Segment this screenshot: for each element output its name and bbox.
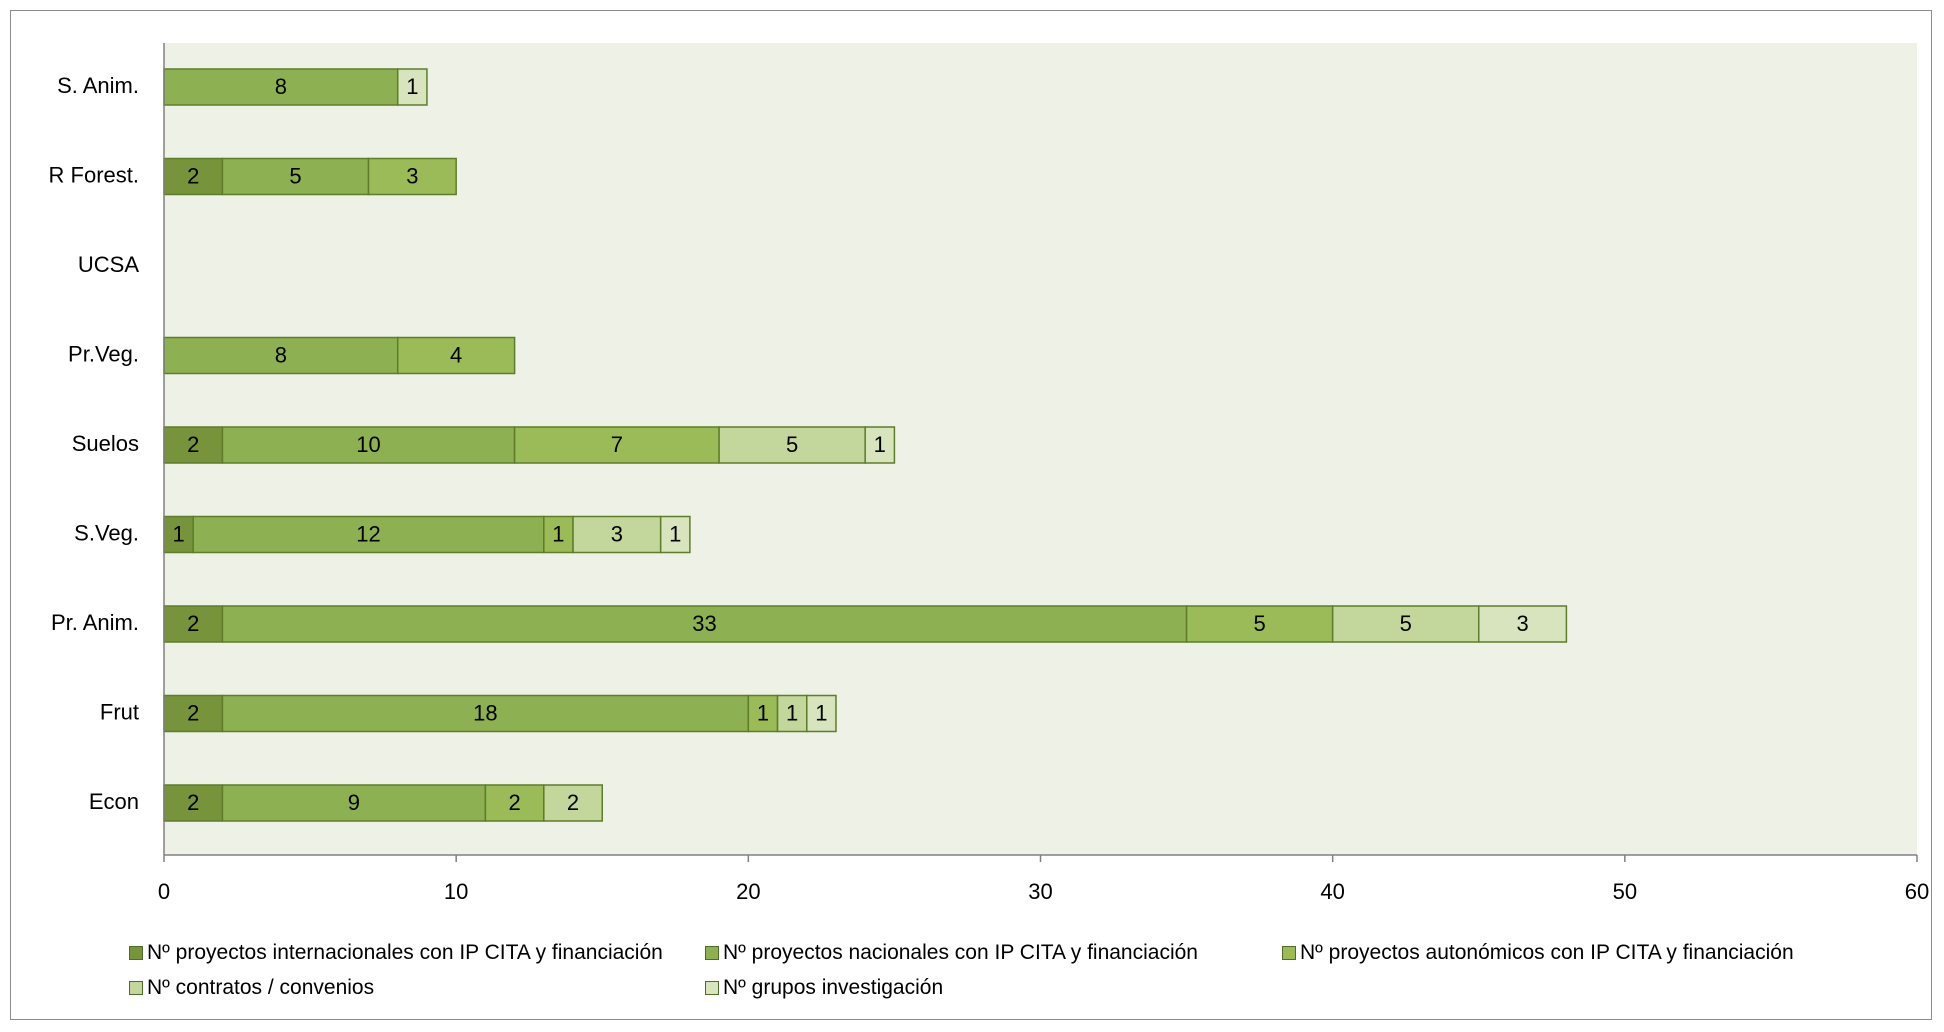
category-label-suelos: Suelos bbox=[72, 431, 139, 456]
bar-econ-s0 bbox=[163, 784, 224, 822]
data-label-s-veg-s0: 1 bbox=[172, 521, 184, 546]
bar-suelos-s3 bbox=[718, 426, 866, 464]
data-label-s-anim-s4: 1 bbox=[406, 74, 418, 99]
data-label-pr-veg-s1: 8 bbox=[275, 342, 287, 367]
data-label-frut-s3: 1 bbox=[786, 700, 798, 725]
data-label-pr-veg-s2: 4 bbox=[450, 342, 462, 367]
x-tick-label-3: 30 bbox=[1028, 879, 1052, 904]
bar-frut-s3 bbox=[776, 694, 808, 733]
legend-label-internacionales: Nº proyectos internacionales con IP CITA… bbox=[147, 941, 663, 964]
legend-item-contratos: Nº contratos / convenios bbox=[129, 976, 374, 1000]
bar-s-veg-s3 bbox=[572, 515, 662, 554]
bar-pr-veg-s2 bbox=[396, 336, 516, 375]
bar-frut-s4 bbox=[806, 694, 837, 733]
bar-s-veg-s2 bbox=[543, 515, 574, 554]
data-label-frut-s0: 2 bbox=[187, 700, 199, 725]
category-label-econ: Econ bbox=[89, 789, 139, 814]
legend-item-grupos: Nº grupos investigación bbox=[705, 976, 943, 1000]
bar-econ-s1 bbox=[221, 784, 487, 822]
data-label-pr-anim-s1: 33 bbox=[692, 611, 716, 636]
data-label-r-forest-s0: 2 bbox=[187, 163, 199, 188]
bar-s-anim-s1 bbox=[163, 68, 399, 106]
data-label-s-veg-s2: 1 bbox=[552, 521, 564, 546]
legend-item-internacionales: Nº proyectos internacionales con IP CITA… bbox=[129, 941, 663, 965]
x-tick-label-0: 0 bbox=[158, 879, 170, 904]
bar-pr-anim-s3 bbox=[1331, 605, 1480, 643]
bar-suelos-s4 bbox=[864, 426, 896, 464]
data-label-pr-anim-s0: 2 bbox=[187, 611, 199, 636]
chart-frame: 8 1 2 5 3 8 4 2 10 7 5 1 1 12 1 3 1 2 33 5 5 3 2 18 1 1 1 2 9 2 2 S. A… bbox=[10, 10, 1932, 1020]
data-label-suelos-s3: 5 bbox=[786, 432, 798, 457]
data-label-s-veg-s4: 1 bbox=[669, 521, 681, 546]
legend-swatch-nacionales bbox=[705, 946, 719, 960]
x-tick-label-6: 60 bbox=[1905, 879, 1929, 904]
data-label-s-veg-s3: 3 bbox=[611, 521, 623, 546]
bar-s-anim-s4 bbox=[396, 68, 428, 106]
x-tick-label-4: 40 bbox=[1320, 879, 1344, 904]
bar-econ-s3 bbox=[543, 784, 603, 822]
data-label-pr-anim-s3: 5 bbox=[1400, 611, 1412, 636]
data-label-econ-s2: 2 bbox=[508, 790, 520, 815]
data-label-suelos-s0: 2 bbox=[187, 432, 199, 457]
bar-suelos-s0 bbox=[163, 426, 224, 464]
bar-suelos-s2 bbox=[513, 426, 720, 464]
bar-suelos-s1 bbox=[221, 426, 516, 464]
data-label-frut-s2: 1 bbox=[757, 700, 769, 725]
data-label-econ-s3: 2 bbox=[567, 790, 579, 815]
bar-r-forest-s2 bbox=[367, 157, 457, 196]
legend-swatch-internacionales bbox=[129, 946, 143, 960]
category-label-pr-anim: Pr. Anim. bbox=[51, 610, 139, 635]
legend-swatch-grupos bbox=[705, 981, 719, 995]
bars-layer: 8 12 5 38 42 10 7 5 11 12 1 3 12 33 5 5 32 18 1 1 12 9 2 2 bbox=[163, 68, 1568, 822]
legend-item-nacionales: Nº proyectos nacionales con IP CITA y fi… bbox=[705, 941, 1198, 965]
x-tick-label-2: 20 bbox=[736, 879, 760, 904]
data-label-pr-anim-s4: 3 bbox=[1516, 611, 1528, 636]
bar-s-veg-s1 bbox=[192, 515, 545, 554]
data-label-frut-s1: 18 bbox=[473, 700, 497, 725]
bar-frut-s2 bbox=[747, 694, 779, 733]
data-label-s-anim-s1: 8 bbox=[275, 74, 287, 99]
x-tick-label-1: 10 bbox=[444, 879, 468, 904]
legend-label-contratos: Nº contratos / convenios bbox=[147, 976, 375, 999]
bar-s-veg-s4 bbox=[659, 515, 691, 554]
category-label-frut: Frut bbox=[100, 699, 139, 724]
data-label-frut-s4: 1 bbox=[815, 700, 827, 725]
bar-pr-anim-s4 bbox=[1478, 605, 1568, 643]
data-label-suelos-s4: 1 bbox=[874, 432, 886, 457]
data-label-econ-s1: 9 bbox=[348, 790, 360, 815]
legend-label-nacionales: Nº proyectos nacionales con IP CITA y fi… bbox=[723, 941, 1198, 964]
data-label-suelos-s1: 10 bbox=[356, 432, 380, 457]
bar-pr-anim-s1 bbox=[221, 605, 1188, 643]
legend-swatch-autonomicos bbox=[1282, 946, 1296, 960]
category-label-r-forest: R Forest. bbox=[49, 162, 139, 187]
category-label-s-veg: S.Veg. bbox=[74, 520, 139, 545]
stacked-bar-chart: 8 12 5 38 42 10 7 5 11 12 1 3 12 33 5 5 32 18 1 1 12 9 2 2 S. A… bbox=[49, 43, 1929, 904]
category-label-ucsa: UCSA bbox=[78, 252, 139, 277]
category-label-s-anim: S. Anim. bbox=[57, 73, 139, 98]
data-label-econ-s0: 2 bbox=[187, 790, 199, 815]
bar-pr-anim-s2 bbox=[1185, 605, 1334, 643]
legend-swatch-contratos bbox=[129, 981, 143, 995]
legend-item-autonomicos: Nº proyectos autonómicos con IP CITA y f… bbox=[1282, 941, 1794, 965]
data-label-r-forest-s1: 5 bbox=[289, 163, 301, 188]
data-label-s-veg-s1: 12 bbox=[356, 521, 380, 546]
legend-label-grupos: Nº grupos investigación bbox=[723, 976, 944, 999]
axis-layer: S. Anim. R Forest. UCSA Pr.Veg. Suelos S.Veg.… bbox=[49, 43, 1929, 904]
data-label-pr-anim-s2: 5 bbox=[1254, 611, 1266, 636]
bar-s-veg-s0 bbox=[163, 515, 194, 554]
category-label-pr-veg: Pr.Veg. bbox=[68, 341, 139, 366]
data-label-r-forest-s2: 3 bbox=[406, 163, 418, 188]
legend-label-autonomicos: Nº proyectos autonómicos con IP CITA y f… bbox=[1300, 941, 1794, 964]
x-tick-label-5: 50 bbox=[1613, 879, 1637, 904]
data-label-suelos-s2: 7 bbox=[611, 432, 623, 457]
